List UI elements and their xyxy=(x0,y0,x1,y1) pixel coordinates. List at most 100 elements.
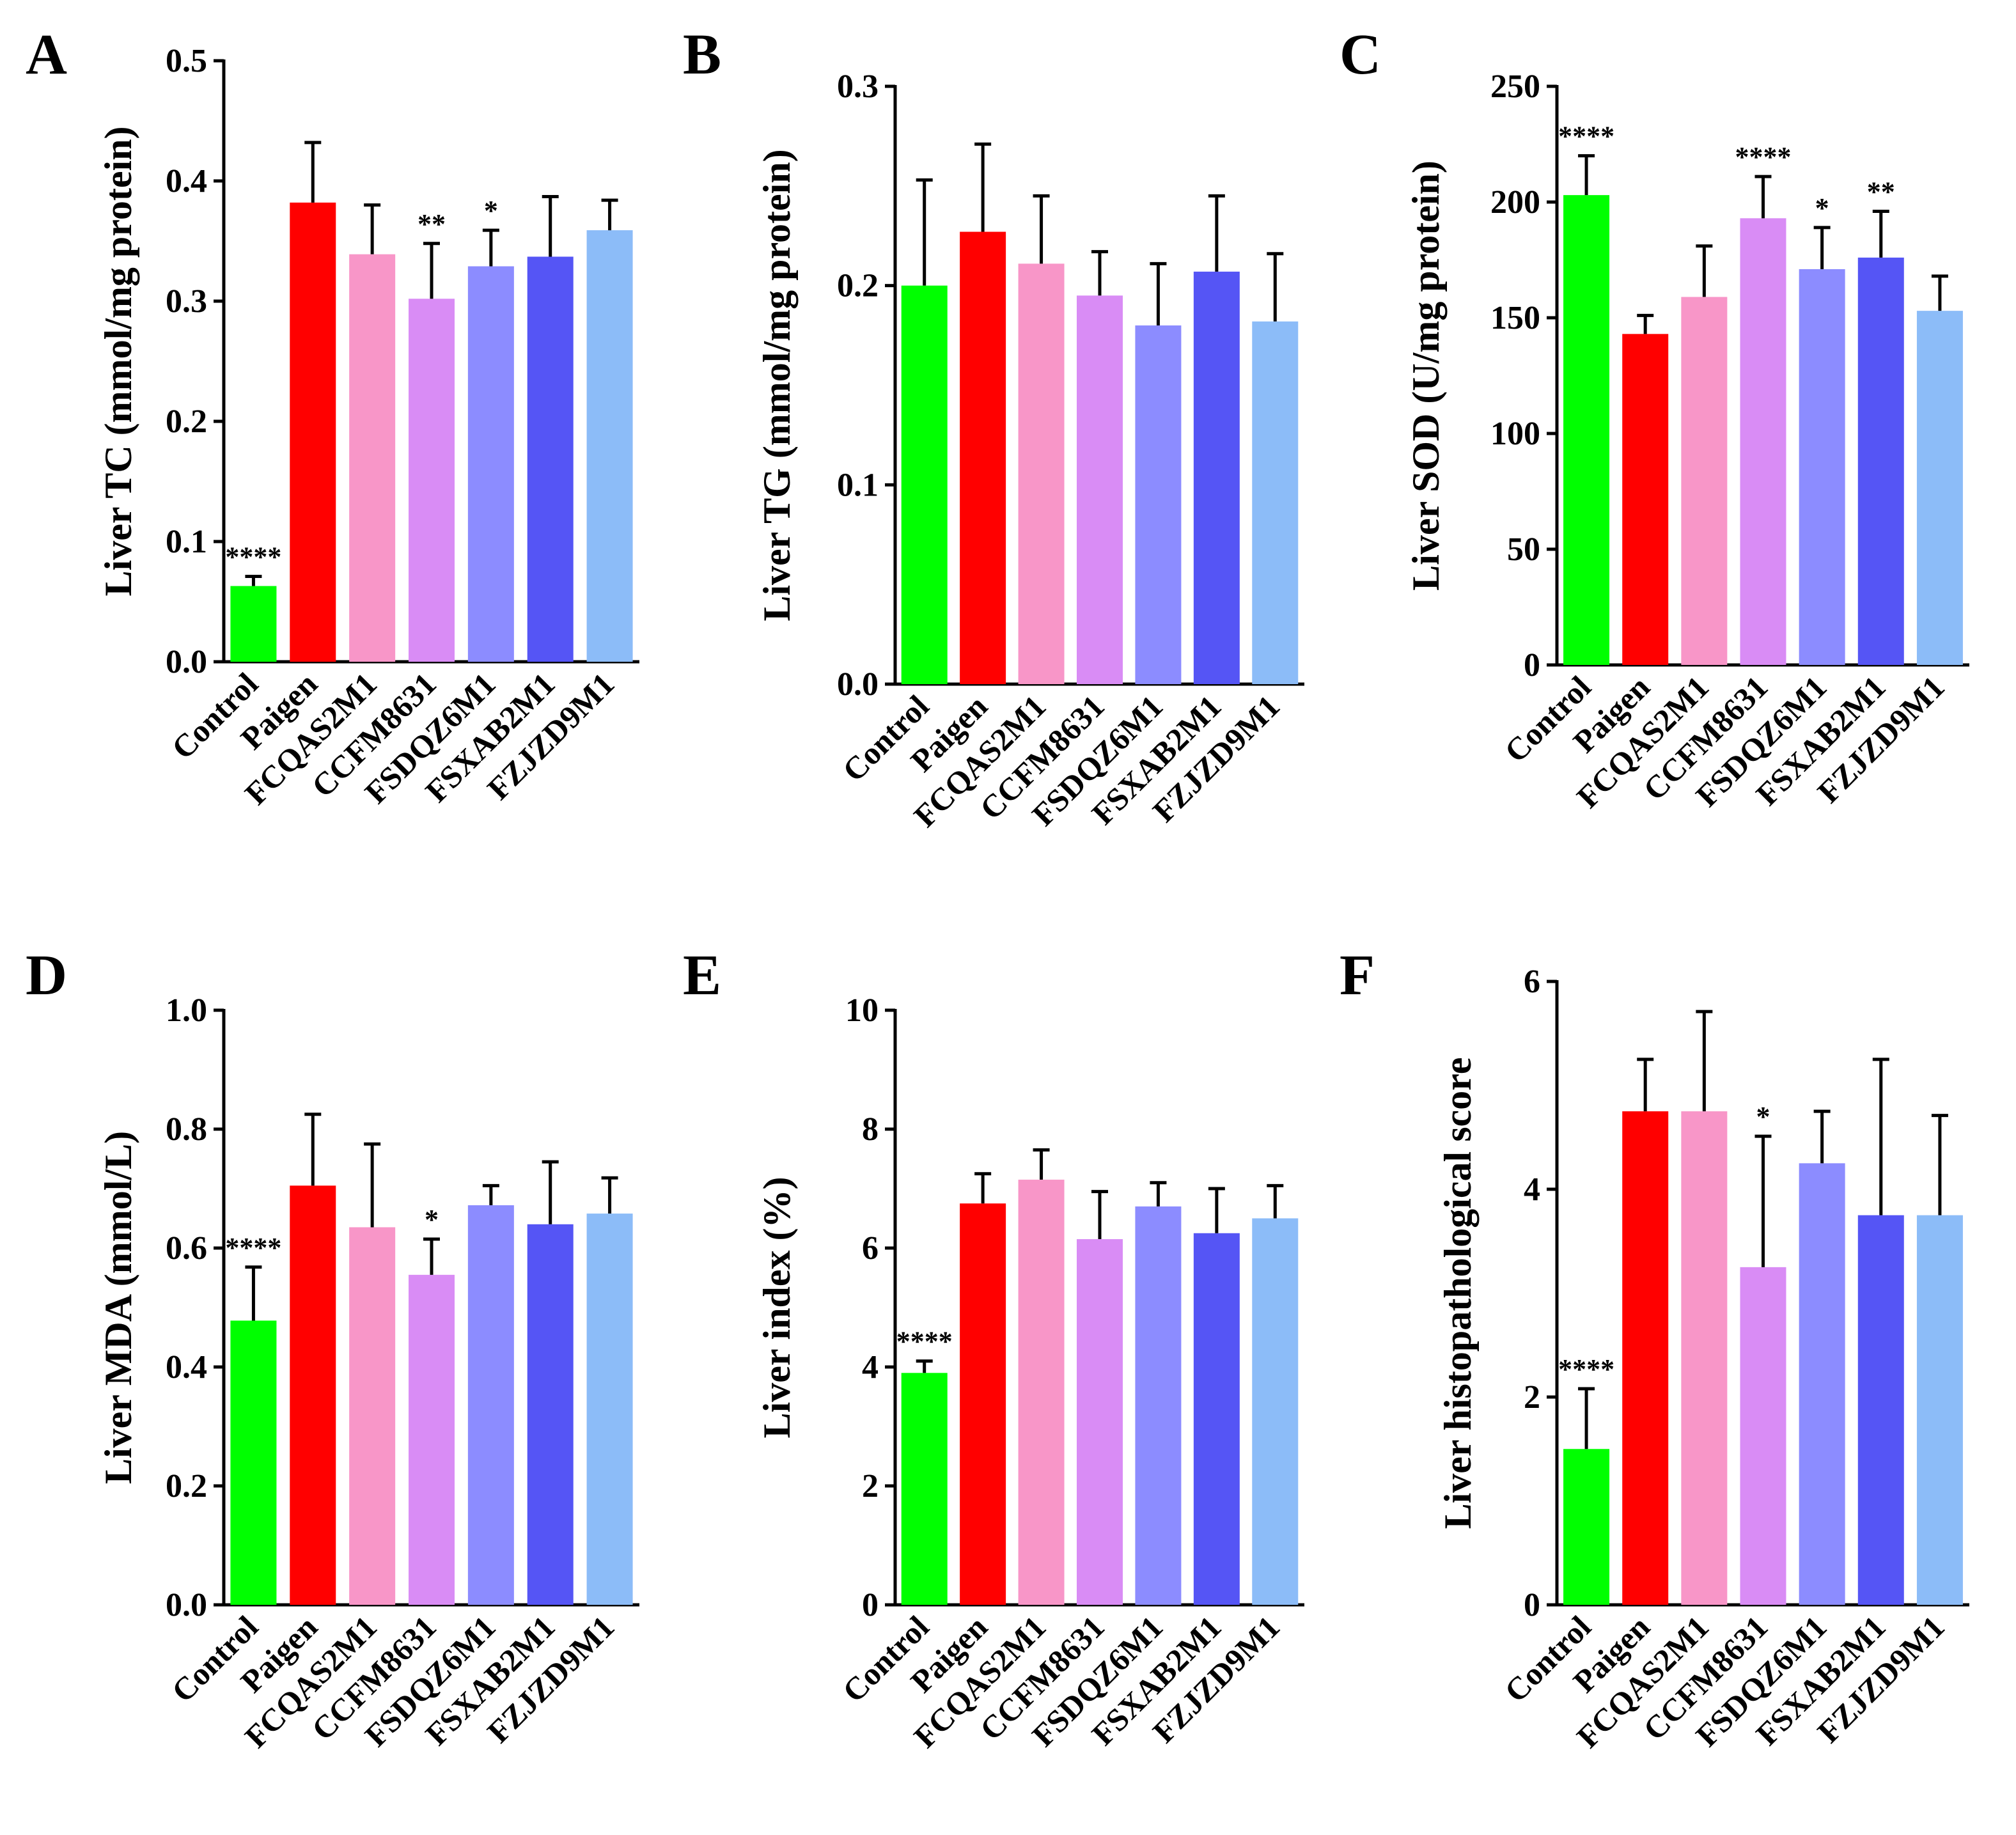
y-axis-label: Liver histopathological score xyxy=(1437,1058,1479,1529)
bar-fzjzd9m1 xyxy=(586,1214,633,1605)
bar-fsxab2m1 xyxy=(1193,271,1240,685)
y-tick-label: 0.0 xyxy=(166,1587,207,1623)
y-tick-label: 2 xyxy=(1524,1379,1540,1416)
bar-fsxab2m1 xyxy=(527,256,574,662)
bar-fzjzd9m1 xyxy=(1252,1218,1299,1605)
panel-letter: F xyxy=(1340,944,1375,1007)
y-tick-label: 0.2 xyxy=(166,403,207,440)
y-tick-label: 0.3 xyxy=(166,283,207,320)
y-tick-label: 100 xyxy=(1490,416,1540,452)
y-tick-label: 6 xyxy=(862,1230,879,1267)
bar-fcqas2m1 xyxy=(349,254,396,662)
bar-ccfm8631 xyxy=(409,299,455,662)
significance-control: **** xyxy=(225,1232,281,1263)
significance-ccfm8631: * xyxy=(1756,1101,1770,1132)
bar-control xyxy=(901,1373,948,1605)
bar-paigen xyxy=(960,1203,1006,1605)
significance-ccfm8631: ** xyxy=(418,208,446,240)
bar-fsxab2m1 xyxy=(1857,257,1904,665)
y-tick-label: 0.2 xyxy=(166,1468,207,1504)
bar-ccfm8631 xyxy=(1077,295,1123,684)
bar-fsdqz6m1 xyxy=(1135,325,1182,684)
y-tick-label: 4 xyxy=(862,1349,879,1386)
y-tick-label: 2 xyxy=(862,1468,879,1504)
bar-fcqas2m1 xyxy=(1018,263,1065,685)
bar-control xyxy=(230,586,277,662)
y-tick-label: 150 xyxy=(1490,300,1540,336)
bar-ccfm8631 xyxy=(1740,1267,1786,1605)
y-tick-label: 0 xyxy=(862,1587,879,1623)
panel-letter: B xyxy=(683,23,721,86)
bar-control xyxy=(1563,1449,1610,1605)
panel-letter: E xyxy=(683,944,721,1007)
significance-control: **** xyxy=(225,542,281,573)
chart-panel-a: A Liver TC (mmol/mg protein) 0.0 0.1 0.2 0.3 0… xyxy=(26,23,639,811)
y-tick-label: 250 xyxy=(1490,68,1540,105)
y-axis-label: Liver TC (mmol/mg protein) xyxy=(97,127,139,597)
panel-letter: C xyxy=(1340,23,1381,86)
y-axis-label: Liver SOD (U/mg protein) xyxy=(1405,160,1447,591)
y-tick-label: 6 xyxy=(1524,964,1540,1000)
y-tick-label: 0.8 xyxy=(166,1111,207,1148)
y-tick-label: 50 xyxy=(1507,531,1540,568)
y-tick-label: 0.1 xyxy=(166,524,207,560)
bar-fsdqz6m1 xyxy=(467,1205,514,1605)
significance-control: **** xyxy=(896,1326,953,1357)
bar-fsdqz6m1 xyxy=(1799,1163,1845,1605)
bar-control xyxy=(1563,195,1610,665)
significance-ccfm8631: **** xyxy=(1735,141,1792,173)
bar-fzjzd9m1 xyxy=(1916,311,1963,665)
y-tick-label: 0.6 xyxy=(166,1230,207,1267)
bar-fsdqz6m1 xyxy=(1135,1206,1182,1605)
y-tick-label: 0.5 xyxy=(166,43,207,79)
significance-control: **** xyxy=(1558,1354,1614,1385)
bar-fsxab2m1 xyxy=(1857,1215,1904,1605)
significance-ccfm8631: * xyxy=(425,1204,439,1235)
bar-paigen xyxy=(290,202,336,662)
significance-fsdqz6m1: * xyxy=(484,195,498,226)
y-tick-label: 200 xyxy=(1490,184,1540,221)
panel-letter: A xyxy=(26,23,67,86)
y-tick-label: 0.2 xyxy=(837,268,879,304)
bar-paigen xyxy=(1622,334,1669,665)
y-tick-label: 0.4 xyxy=(166,163,207,199)
bar-paigen xyxy=(960,231,1006,684)
y-tick-label: 8 xyxy=(862,1111,879,1148)
bar-fsxab2m1 xyxy=(1193,1233,1240,1605)
bar-ccfm8631 xyxy=(1077,1239,1123,1605)
bar-paigen xyxy=(290,1185,336,1605)
y-tick-label: 0.3 xyxy=(837,68,879,105)
bar-fzjzd9m1 xyxy=(1252,321,1299,684)
y-tick-label: 0.1 xyxy=(837,467,879,503)
bar-control xyxy=(230,1320,277,1605)
bar-ccfm8631 xyxy=(1740,218,1786,666)
bar-fzjzd9m1 xyxy=(1916,1215,1963,1605)
significance-fsxab2m1: ** xyxy=(1867,176,1895,207)
bar-fsxab2m1 xyxy=(527,1224,574,1605)
y-tick-label: 0.0 xyxy=(837,666,879,703)
y-tick-label: 10 xyxy=(845,992,879,1029)
panel-letter: D xyxy=(26,944,67,1007)
bar-paigen xyxy=(1622,1111,1669,1605)
significance-fsdqz6m1: * xyxy=(1815,192,1829,224)
bar-fcqas2m1 xyxy=(1018,1180,1065,1605)
bar-fzjzd9m1 xyxy=(586,230,633,662)
bar-fcqas2m1 xyxy=(349,1227,396,1605)
y-tick-label: 1.0 xyxy=(166,992,207,1029)
y-tick-label: 0 xyxy=(1524,1587,1540,1623)
y-tick-label: 4 xyxy=(1524,1171,1540,1208)
chart-panel-c: C Liver SOD (U/mg protein) 0 50 100 150 200 250… xyxy=(1340,23,1969,815)
bar-ccfm8631 xyxy=(409,1274,455,1605)
bar-fsdqz6m1 xyxy=(1799,269,1845,666)
y-tick-label: 0.0 xyxy=(166,644,207,680)
significance-control: **** xyxy=(1558,121,1614,152)
bar-fcqas2m1 xyxy=(1681,297,1728,665)
bar-fcqas2m1 xyxy=(1681,1111,1728,1605)
y-axis-label: Liver TG (mmol/mg protein) xyxy=(756,149,798,621)
y-tick-label: 0.4 xyxy=(166,1349,207,1386)
